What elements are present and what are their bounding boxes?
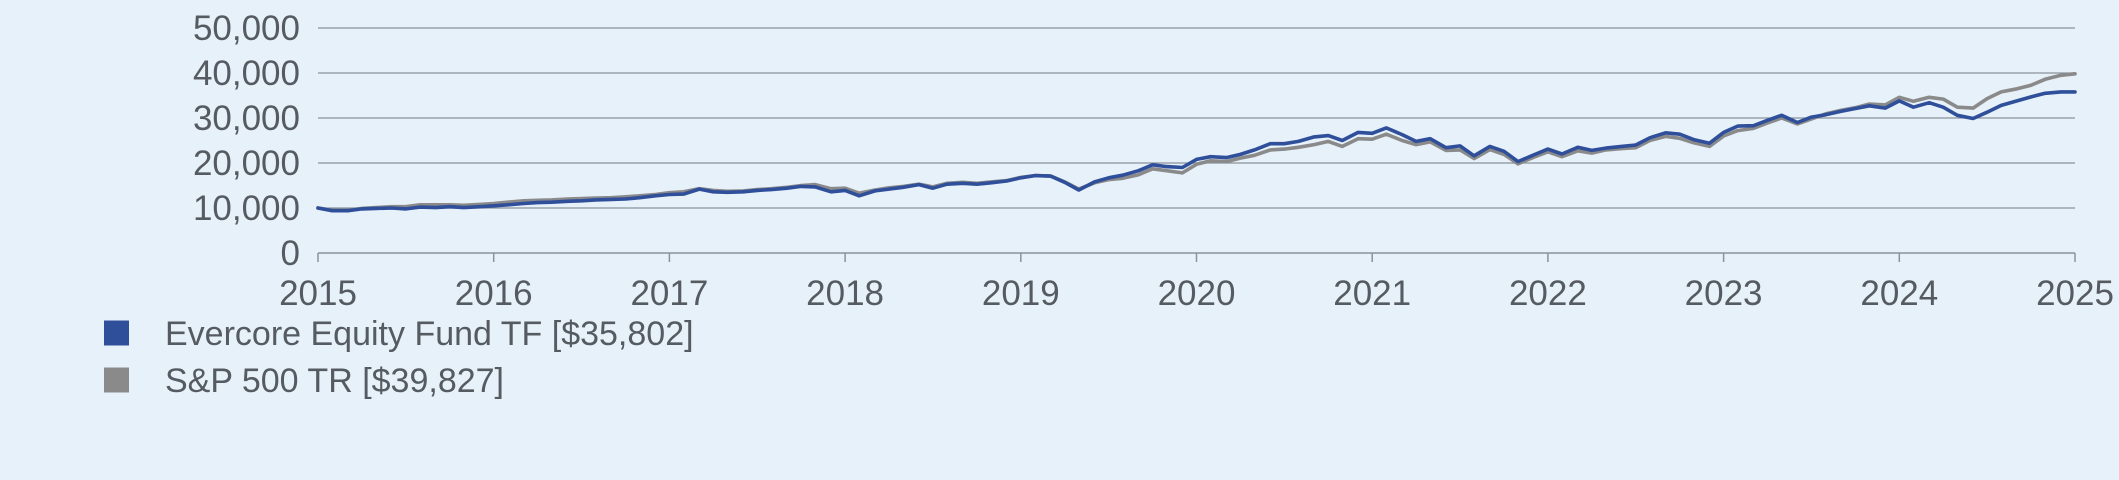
series-line-index [316,72,2077,213]
x-tick-label: 2019 [982,274,1060,313]
x-tick-label: 2020 [1158,274,1236,313]
legend: Evercore Equity Fund TF [$35,802] S&P 500… [104,315,694,400]
x-tick-label: 2023 [1685,274,1763,313]
y-tick-label: 40,000 [193,54,300,93]
x-tick-label: 2018 [806,274,884,313]
y-tick-label: 50,000 [193,9,300,48]
legend-label: S&P 500 TR [$39,827] [165,362,504,400]
x-tick-label: 2015 [279,274,357,313]
y-tick-label: 0 [281,234,300,273]
x-tick-label: 2022 [1509,274,1587,313]
axes: 0 10,000 20,000 30,000 40,000 50,000 2015 2016 2… [193,9,2114,313]
x-tick-label: 2025 [2036,274,2114,313]
legend-label: Evercore Equity Fund TF [$35,802] [165,315,694,353]
y-tick-label: 30,000 [193,99,300,138]
y-tick-label: 20,000 [193,144,300,183]
legend-swatch-icon [104,367,129,393]
series-line-fund [316,90,2077,213]
y-tick-label: 10,000 [193,189,300,228]
gridlines [318,27,2075,209]
series-lines [316,72,2077,213]
x-tick-label: 2024 [1860,274,1938,313]
x-tick-label: 2017 [630,274,708,313]
x-tick-label: 2021 [1333,274,1411,313]
x-tick-label: 2016 [455,274,533,313]
legend-swatch-icon [104,320,129,346]
